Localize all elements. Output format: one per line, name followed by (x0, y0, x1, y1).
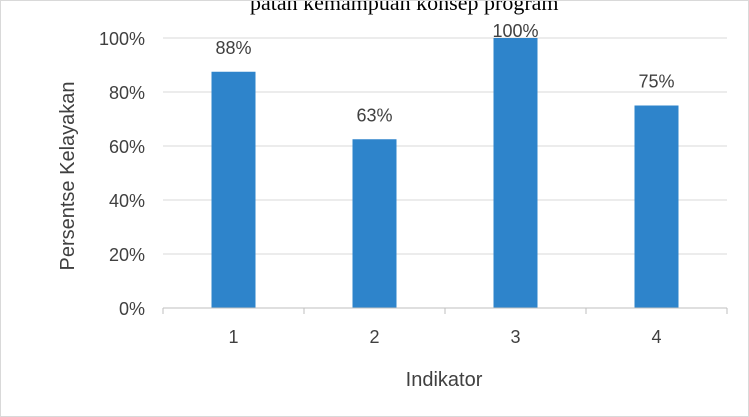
x-tick-label: 1 (228, 327, 238, 347)
y-tick-label: 0% (119, 299, 145, 319)
x-tick-label: 3 (510, 327, 520, 347)
y-tick-label: 100% (99, 29, 145, 49)
data-label: 100% (492, 21, 538, 41)
data-label: 75% (638, 72, 674, 92)
x-axis-title: Indikator (406, 369, 483, 391)
x-tick-label: 4 (651, 327, 661, 347)
bar (352, 139, 397, 308)
y-tick-label: 40% (109, 191, 145, 211)
bar (493, 38, 538, 308)
y-tick-label: 80% (109, 83, 145, 103)
bar (211, 71, 256, 308)
data-label: 63% (356, 105, 392, 125)
data-label: 88% (215, 38, 251, 58)
y-axis-title: Persentse Kelayakan (57, 81, 79, 270)
axes: 0% 20% 40% 60% 80% 100% 1 2 3 4 (99, 29, 728, 347)
x-tick-label: 2 (369, 327, 379, 347)
bar (634, 105, 679, 308)
y-tick-label: 20% (109, 245, 145, 265)
y-tick-label: 60% (109, 137, 145, 157)
chart-title-fragment: patan kemampuan konsep program (250, 0, 559, 15)
gridlines (163, 37, 727, 255)
data-labels: 88% 63% 100% 75% (215, 21, 674, 125)
bars (211, 38, 679, 308)
